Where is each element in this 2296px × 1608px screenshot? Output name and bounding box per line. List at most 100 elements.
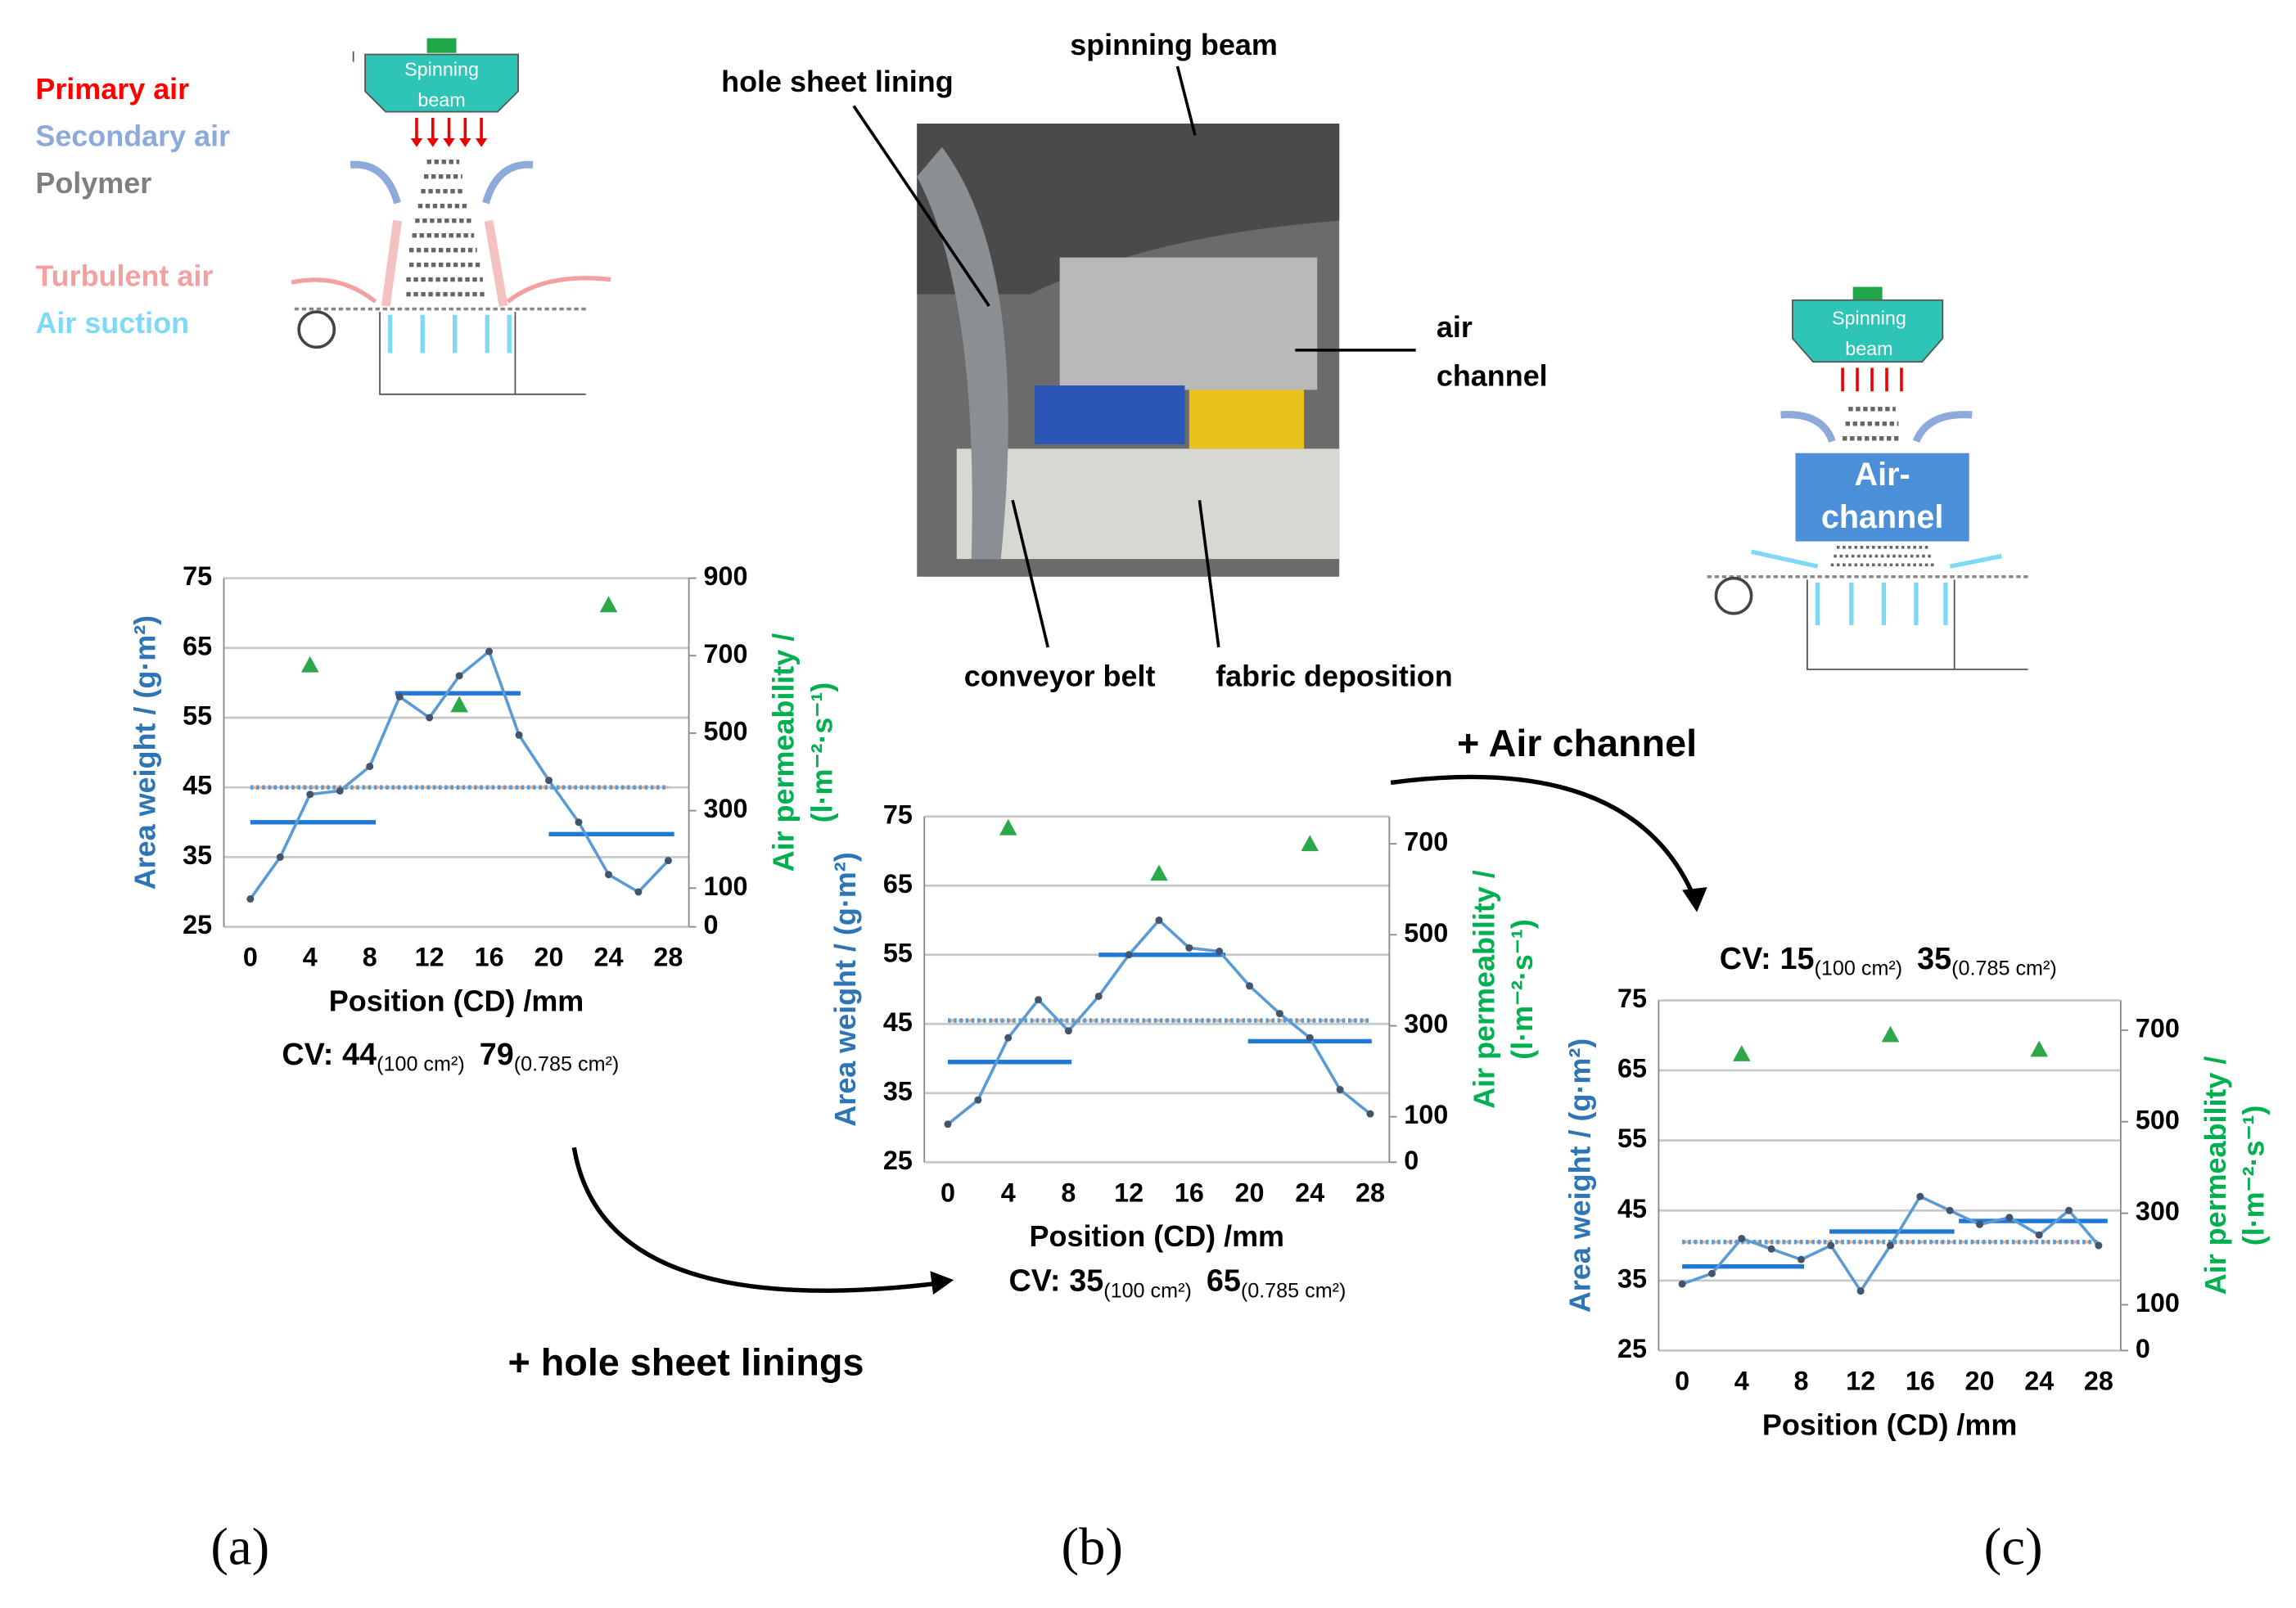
beam-label: beam (1845, 338, 1892, 359)
beam (1792, 299, 1944, 363)
x-tick-label: 28 (1355, 1178, 1385, 1207)
area-weight-point (1094, 992, 1103, 1000)
photo-top (917, 124, 1340, 295)
x-tick-label: 12 (415, 943, 444, 972)
diagram-a: Spinning beam (291, 38, 611, 395)
y-tick-label: 75 (1617, 984, 1647, 1013)
y2-tick-label: 700 (1404, 827, 1448, 857)
arrow-head (1682, 887, 1707, 912)
y2-axis-label: Air permeability / (767, 633, 801, 872)
area-weight-line (249, 649, 670, 900)
suction-box (1807, 579, 2028, 670)
cv-text: CV:44(100 cm²)​79(0.785 cm²)​ (282, 1037, 619, 1075)
area-weight-point (2065, 1206, 2073, 1214)
permeability-marker (599, 596, 618, 613)
photo-channel (1059, 257, 1318, 390)
y-tick-label: 35 (183, 840, 212, 870)
area-weight-point (1125, 951, 1133, 959)
y-tick-label: 25 (183, 910, 212, 939)
y2-axis-label: (l·m⁻²·s⁻¹) (2237, 1106, 2271, 1246)
y2-tick-label: 100 (2136, 1288, 2180, 1317)
cv-value: 44 (342, 1037, 377, 1071)
panel-label: (b) (1061, 1517, 1122, 1576)
x-tick-label: 28 (2084, 1366, 2113, 1395)
cv-area: (100 cm²) (1815, 957, 1903, 980)
cv-value: 35 (1069, 1263, 1103, 1298)
suction-box (379, 312, 586, 395)
y2-tick-label: 300 (704, 794, 748, 823)
photo-labels: hole sheet lining spinning beam air chan… (721, 28, 1548, 692)
y-tick-label: 65 (183, 631, 212, 660)
y-tick-label: 45 (883, 1007, 913, 1037)
area-weight-point (455, 672, 463, 680)
permeability-marker (1732, 1045, 1751, 1061)
primary-air-heads (410, 137, 488, 147)
permeability-marker (999, 818, 1017, 836)
arrow (571, 1146, 943, 1293)
area-weight-point (306, 790, 314, 799)
x-tick-label: 12 (1846, 1366, 1875, 1395)
area-weight-point (395, 692, 404, 700)
area-weight-point (1916, 1192, 1924, 1200)
cv-area: (100 cm²) (377, 1052, 465, 1075)
channel-label: channel (1821, 499, 1943, 535)
area-weight-point (1886, 1241, 1894, 1250)
x-tick-label: 20 (1235, 1178, 1265, 1207)
legend-item: Turbulent air (35, 259, 213, 292)
x-tick-label: 8 (1061, 1178, 1076, 1207)
area-weight-point (1827, 1241, 1835, 1250)
area-weight-point (485, 647, 494, 655)
arrow (1390, 774, 1698, 902)
area-weight-point (974, 1096, 982, 1104)
y2-tick-label: 500 (704, 716, 748, 745)
beam-label: beam (417, 89, 465, 110)
y-tick-label: 75 (183, 561, 212, 591)
permeability-marker (2030, 1040, 2048, 1057)
turbulent (381, 219, 508, 307)
x-tick-label: 24 (593, 943, 623, 972)
photo (917, 124, 1340, 577)
permeability-marker (1150, 864, 1168, 881)
y-tick-label: 45 (1617, 1194, 1647, 1223)
permeability-marker (1301, 835, 1319, 852)
legend: Primary air Secondary air Polymer Turbul… (35, 72, 230, 340)
cv-label: CV: (1720, 941, 1771, 975)
y-tick-label: 45 (183, 771, 212, 800)
y-tick-label: 25 (883, 1146, 913, 1175)
area-weight-point (515, 731, 523, 739)
y-tick-label: 75 (883, 799, 913, 829)
y2-tick-label: 300 (1404, 1009, 1448, 1038)
y-tick-label: 55 (1617, 1124, 1647, 1153)
secondary-air (1780, 411, 1973, 444)
y-tick-label: 35 (883, 1076, 913, 1106)
x-tick-label: 0 (1675, 1366, 1689, 1395)
area-weight-point (1366, 1110, 1374, 1118)
photo-label: conveyor belt (964, 659, 1156, 692)
y-tick-label: 55 (183, 701, 212, 731)
y2-tick-label: 100 (704, 872, 748, 901)
photo-yellow (1189, 390, 1305, 449)
cv-value: 15 (1780, 941, 1815, 975)
arrow-head (930, 1271, 954, 1295)
y2-tick-label: 700 (2136, 1013, 2180, 1043)
area-weight-point (1004, 1034, 1013, 1042)
primary-air (415, 117, 483, 142)
area-weight-point (664, 857, 672, 865)
y2-tick-label: 700 (704, 639, 748, 669)
air-out (1751, 549, 2002, 569)
beam-label: Spinning (404, 58, 479, 79)
polymer (406, 160, 486, 297)
area-weight-point (246, 895, 255, 903)
area-weight-point (1856, 1287, 1865, 1295)
nub (426, 38, 457, 53)
area-weight-point (1216, 948, 1224, 956)
photo-lining (917, 146, 1008, 560)
roller (1714, 576, 1753, 615)
y-tick-label: 55 (883, 938, 913, 967)
cv-text: CV:15(100 cm²)​35(0.785 cm²)​ (1720, 941, 2057, 980)
panel-label: (a) (210, 1517, 269, 1576)
photo-label: hole sheet lining (721, 65, 954, 98)
y2-tick-label: 100 (1404, 1100, 1448, 1129)
cv-area: (0.785 cm²) (514, 1052, 620, 1075)
y2-tick-label: 500 (1404, 918, 1448, 948)
